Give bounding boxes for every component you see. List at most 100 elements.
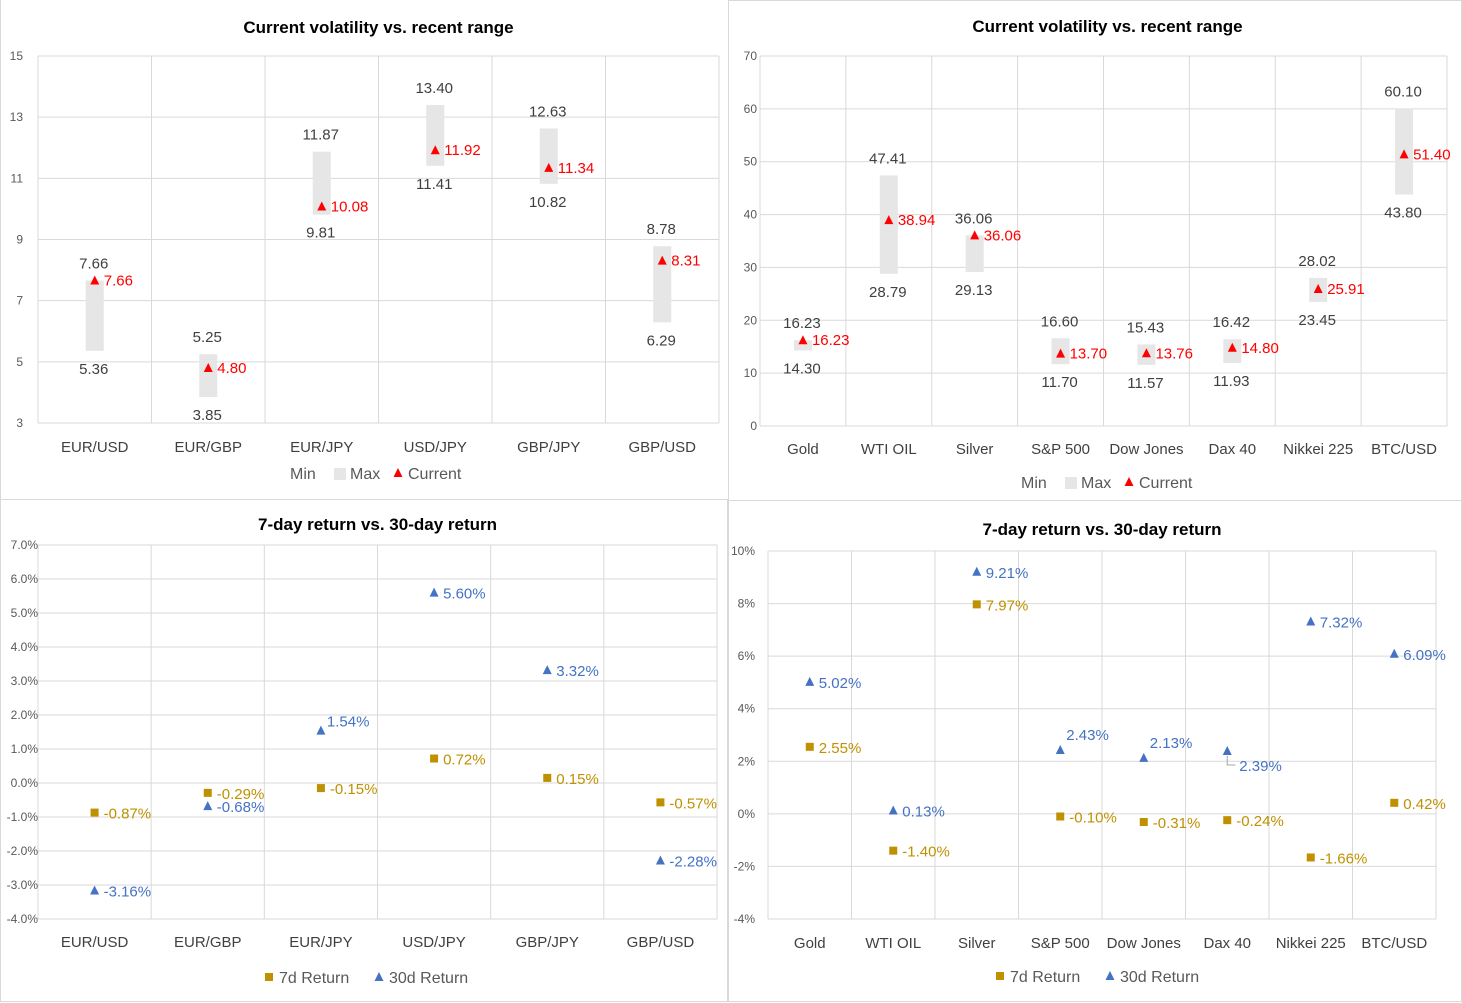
x-category-label: Gold: [787, 441, 819, 458]
y-tick-label: 7.0%: [11, 538, 39, 552]
return-30d-label: 5.60%: [443, 586, 486, 603]
return-30d-marker: [316, 725, 326, 735]
return-30d-marker: [1389, 648, 1399, 658]
x-category-label: WTI OIL: [861, 441, 917, 458]
range-bar: [793, 340, 812, 351]
return-30d-label: 5.02%: [819, 675, 862, 692]
return-30d-label: -0.68%: [217, 799, 265, 816]
x-category-label: EUR/USD: [61, 934, 129, 951]
y-tick-label: 60: [744, 102, 758, 116]
scatter-marks: -0.87% -3.16% -0.29%-0.68% -0.15% 1.54% 0.72%…: [90, 586, 717, 900]
return-30d-marker: [1306, 616, 1316, 626]
return-30d-label: 2.13%: [1150, 735, 1193, 752]
chart-asset-returns: 7-day return vs. 30-day return -4% -2% 0% 2%…: [731, 520, 1446, 986]
current-label: 38.94: [898, 212, 936, 229]
current-marker: [657, 255, 667, 265]
return-30d-marker: [429, 587, 439, 597]
chart-title: 7-day return vs. 30-day return: [982, 520, 1221, 539]
legend-current-label: Current: [1139, 475, 1193, 492]
x-category-label: USD/JPY: [402, 934, 465, 951]
x-category-label: GBP/JPY: [516, 934, 579, 951]
legend-7d-label: 7d Return: [279, 970, 349, 987]
return-30d-marker: [888, 805, 898, 815]
legend-7d-label: 7d Return: [1010, 969, 1080, 986]
y-tick-label: -1.0%: [7, 810, 39, 824]
min-label: 9.81: [306, 225, 335, 242]
max-label: 47.41: [869, 150, 907, 167]
x-category-label: Silver: [956, 441, 994, 458]
chart-title: 7-day return vs. 30-day return: [258, 515, 497, 534]
chart-asset-volatility: Current volatility vs. recent range 0 10 20…: [744, 17, 1451, 492]
y-tick-label: 10%: [731, 544, 755, 558]
min-label: 10.82: [529, 194, 567, 211]
x-category-label: EUR/GBP: [174, 439, 242, 456]
y-tick-label: 30: [744, 260, 758, 274]
y-tick-label: -3.0%: [7, 878, 39, 892]
y-tick-label: 1.0%: [11, 742, 39, 756]
x-category-label: Nikkei 225: [1283, 441, 1353, 458]
current-label: 25.91: [1327, 281, 1365, 298]
legend-min-label: Min: [1021, 475, 1047, 492]
y-tick-label: 2.0%: [11, 708, 39, 722]
current-label: 14.80: [1241, 340, 1279, 357]
return-7d-label: 0.72%: [443, 752, 486, 769]
current-marker: [884, 215, 894, 225]
chart-title: Current volatility vs. recent range: [972, 17, 1242, 36]
legend: Min Max Current: [1021, 475, 1193, 492]
current-marker: [544, 162, 554, 172]
return-30d-marker: [972, 566, 982, 576]
return-7d-label: -0.15%: [330, 781, 378, 798]
x-category-label: Nikkei 225: [1276, 935, 1346, 952]
max-label: 8.78: [647, 221, 676, 238]
max-label: 16.60: [1041, 313, 1079, 330]
x-category-label: Gold: [794, 935, 826, 952]
return-30d-marker: [1222, 746, 1232, 756]
x-category-label: Dow Jones: [1109, 441, 1183, 458]
current-label: 13.76: [1155, 345, 1193, 362]
max-label: 15.43: [1127, 319, 1165, 336]
return-30d-label: 6.09%: [1403, 647, 1446, 664]
y-tick-label: 0%: [738, 807, 756, 821]
min-label: 28.79: [869, 284, 907, 301]
max-label: 13.40: [415, 80, 453, 97]
x-category-label: EUR/USD: [61, 439, 129, 456]
current-marker: [90, 275, 100, 285]
current-label: 8.31: [671, 253, 700, 270]
y-tick-label: 11: [11, 171, 24, 185]
current-label: 13.70: [1070, 346, 1108, 363]
return-7d-marker: [430, 754, 439, 763]
current-marker: [798, 335, 808, 345]
range-bar: [312, 151, 331, 215]
return-7d-marker: [656, 798, 665, 807]
legend-7d-swatch: [996, 972, 1004, 980]
min-label: 14.30: [783, 360, 821, 377]
max-label: 28.02: [1298, 253, 1336, 270]
x-category-label: BTC/USD: [1371, 441, 1437, 458]
current-marker: [1056, 348, 1066, 358]
min-label: 23.45: [1298, 312, 1336, 329]
y-tick-label: 7: [16, 294, 23, 308]
legend-max-label: Max: [1081, 475, 1111, 492]
y-tick-label: 50: [744, 155, 758, 169]
min-label: 6.29: [647, 332, 676, 349]
return-7d-label: -0.24%: [1236, 813, 1284, 830]
return-7d-marker: [889, 846, 898, 855]
label-leader-line: [1226, 756, 1236, 766]
return-7d-marker: [203, 788, 212, 797]
return-7d-label: -0.87%: [104, 806, 152, 823]
current-marker: [1313, 284, 1323, 294]
min-label: 11.93: [1213, 373, 1249, 390]
scatter-marks: 2.55% 5.02% -1.40% 0.13% 7.97% 9.21% -0.10% 2.4…: [805, 565, 1446, 867]
y-tick-label: 15: [10, 49, 24, 63]
gridlines: [767, 550, 1437, 920]
x-category-label: GBP/USD: [628, 439, 696, 456]
gridlines: [37, 544, 718, 920]
return-30d-label: 2.43%: [1066, 727, 1109, 744]
min-label: 43.80: [1384, 204, 1422, 221]
chart-panel-fx-returns: 7-day return vs. 30-day return -4.0% -3.0%…: [0, 500, 728, 1002]
max-label: 36.06: [955, 210, 993, 227]
y-tick-label: 0: [750, 419, 757, 433]
gridlines: [759, 55, 1448, 427]
return-30d-marker: [203, 801, 213, 811]
legend-30d-label: 30d Return: [389, 970, 468, 987]
